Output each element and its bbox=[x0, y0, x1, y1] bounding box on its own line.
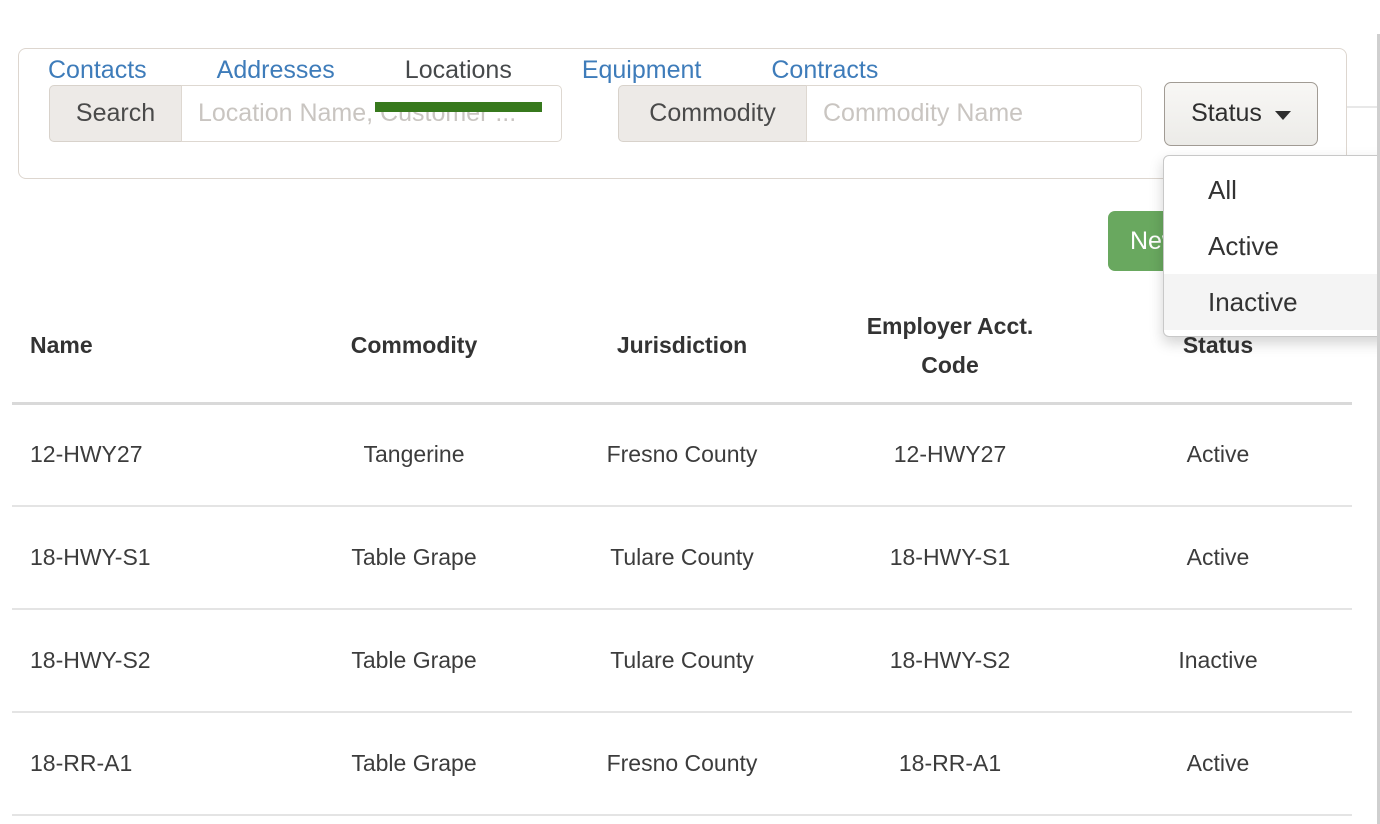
table-cell: Table Grape bbox=[280, 506, 548, 610]
column-header-jurisdiction: Jurisdiction bbox=[548, 290, 816, 405]
table-header: Name Commodity Jurisdiction Employer Acct. … bbox=[12, 290, 1352, 405]
commodity-input-group: Commodity bbox=[618, 85, 1142, 142]
search-input-group: Search bbox=[49, 85, 562, 142]
table-cell: Inactive bbox=[1084, 609, 1352, 713]
table-cell: Active bbox=[1084, 403, 1352, 507]
table-cell: Fresno County bbox=[548, 403, 816, 507]
column-header-label: Employer Acct. Code bbox=[866, 312, 1034, 378]
table-cell: Table Grape bbox=[280, 609, 548, 713]
column-header-employer-acct-code: Employer Acct. Code bbox=[816, 290, 1084, 405]
status-option-active[interactable]: Active bbox=[1208, 231, 1279, 261]
table-cell: 18-HWY-S2 bbox=[816, 609, 1084, 713]
status-option-inactive[interactable]: Inactive bbox=[1164, 274, 1380, 330]
locations-table: Name Commodity Jurisdiction Employer Acct. … bbox=[12, 290, 1352, 816]
column-header-label: Commodity bbox=[350, 332, 478, 359]
tab-locations[interactable]: Locations bbox=[374, 34, 542, 112]
table-row[interactable]: 12-HWY27 Tangerine Fresno County 12-HWY27 Ac… bbox=[12, 403, 1352, 507]
status-dropdown-button[interactable]: Status bbox=[1164, 81, 1318, 146]
commodity-input[interactable] bbox=[806, 85, 1142, 142]
table-cell: 18-HWY-S2 bbox=[12, 609, 280, 713]
filter-panel: Search Commodity Status bbox=[18, 48, 1347, 179]
column-header-label: Jurisdiction bbox=[616, 332, 748, 359]
tab-equipment[interactable]: Equipment bbox=[581, 56, 702, 84]
search-input[interactable] bbox=[181, 85, 562, 142]
table-cell: 18-HWY-S1 bbox=[12, 506, 280, 610]
tab-contracts[interactable]: Contracts bbox=[771, 56, 879, 84]
table-cell: 12-HWY27 bbox=[816, 403, 1084, 507]
search-label: Search bbox=[49, 85, 181, 142]
caret-down-icon bbox=[1274, 111, 1291, 120]
column-header-commodity: Commodity bbox=[280, 290, 548, 405]
table-cell: Active bbox=[1084, 712, 1352, 816]
table-cell: Table Grape bbox=[280, 712, 548, 816]
tab-addresses[interactable]: Addresses bbox=[216, 56, 335, 84]
table-cell: 18-RR-A1 bbox=[816, 712, 1084, 816]
viewport-right-edge bbox=[1377, 34, 1380, 824]
tab-contacts[interactable]: Contacts bbox=[48, 56, 147, 84]
status-dropdown-label: Status bbox=[1191, 99, 1262, 127]
table-cell: Active bbox=[1084, 506, 1352, 610]
table-row[interactable]: 18-RR-A1 Table Grape Fresno County 18-RR-A1… bbox=[12, 712, 1352, 816]
table-cell: Tangerine bbox=[280, 403, 548, 507]
table-cell: 12-HWY27 bbox=[12, 403, 280, 507]
table-cell: Tulare County bbox=[548, 506, 816, 610]
status-dropdown-menu: All Active Inactive bbox=[1163, 155, 1380, 337]
table-cell: 18-RR-A1 bbox=[12, 712, 280, 816]
table-cell: Tulare County bbox=[548, 609, 816, 713]
table-row[interactable]: 18-HWY-S2 Table Grape Tulare County 18-HWY-… bbox=[12, 609, 1352, 713]
commodity-label: Commodity bbox=[618, 85, 806, 142]
status-option-all[interactable]: All bbox=[1208, 175, 1237, 205]
table-cell: Fresno County bbox=[548, 712, 816, 816]
column-header-name: Name bbox=[12, 290, 280, 405]
column-header-label: Name bbox=[30, 332, 93, 359]
table-row[interactable]: 18-HWY-S1 Table Grape Tulare County 18-HWY-… bbox=[12, 506, 1352, 610]
table-cell: 18-HWY-S1 bbox=[816, 506, 1084, 610]
